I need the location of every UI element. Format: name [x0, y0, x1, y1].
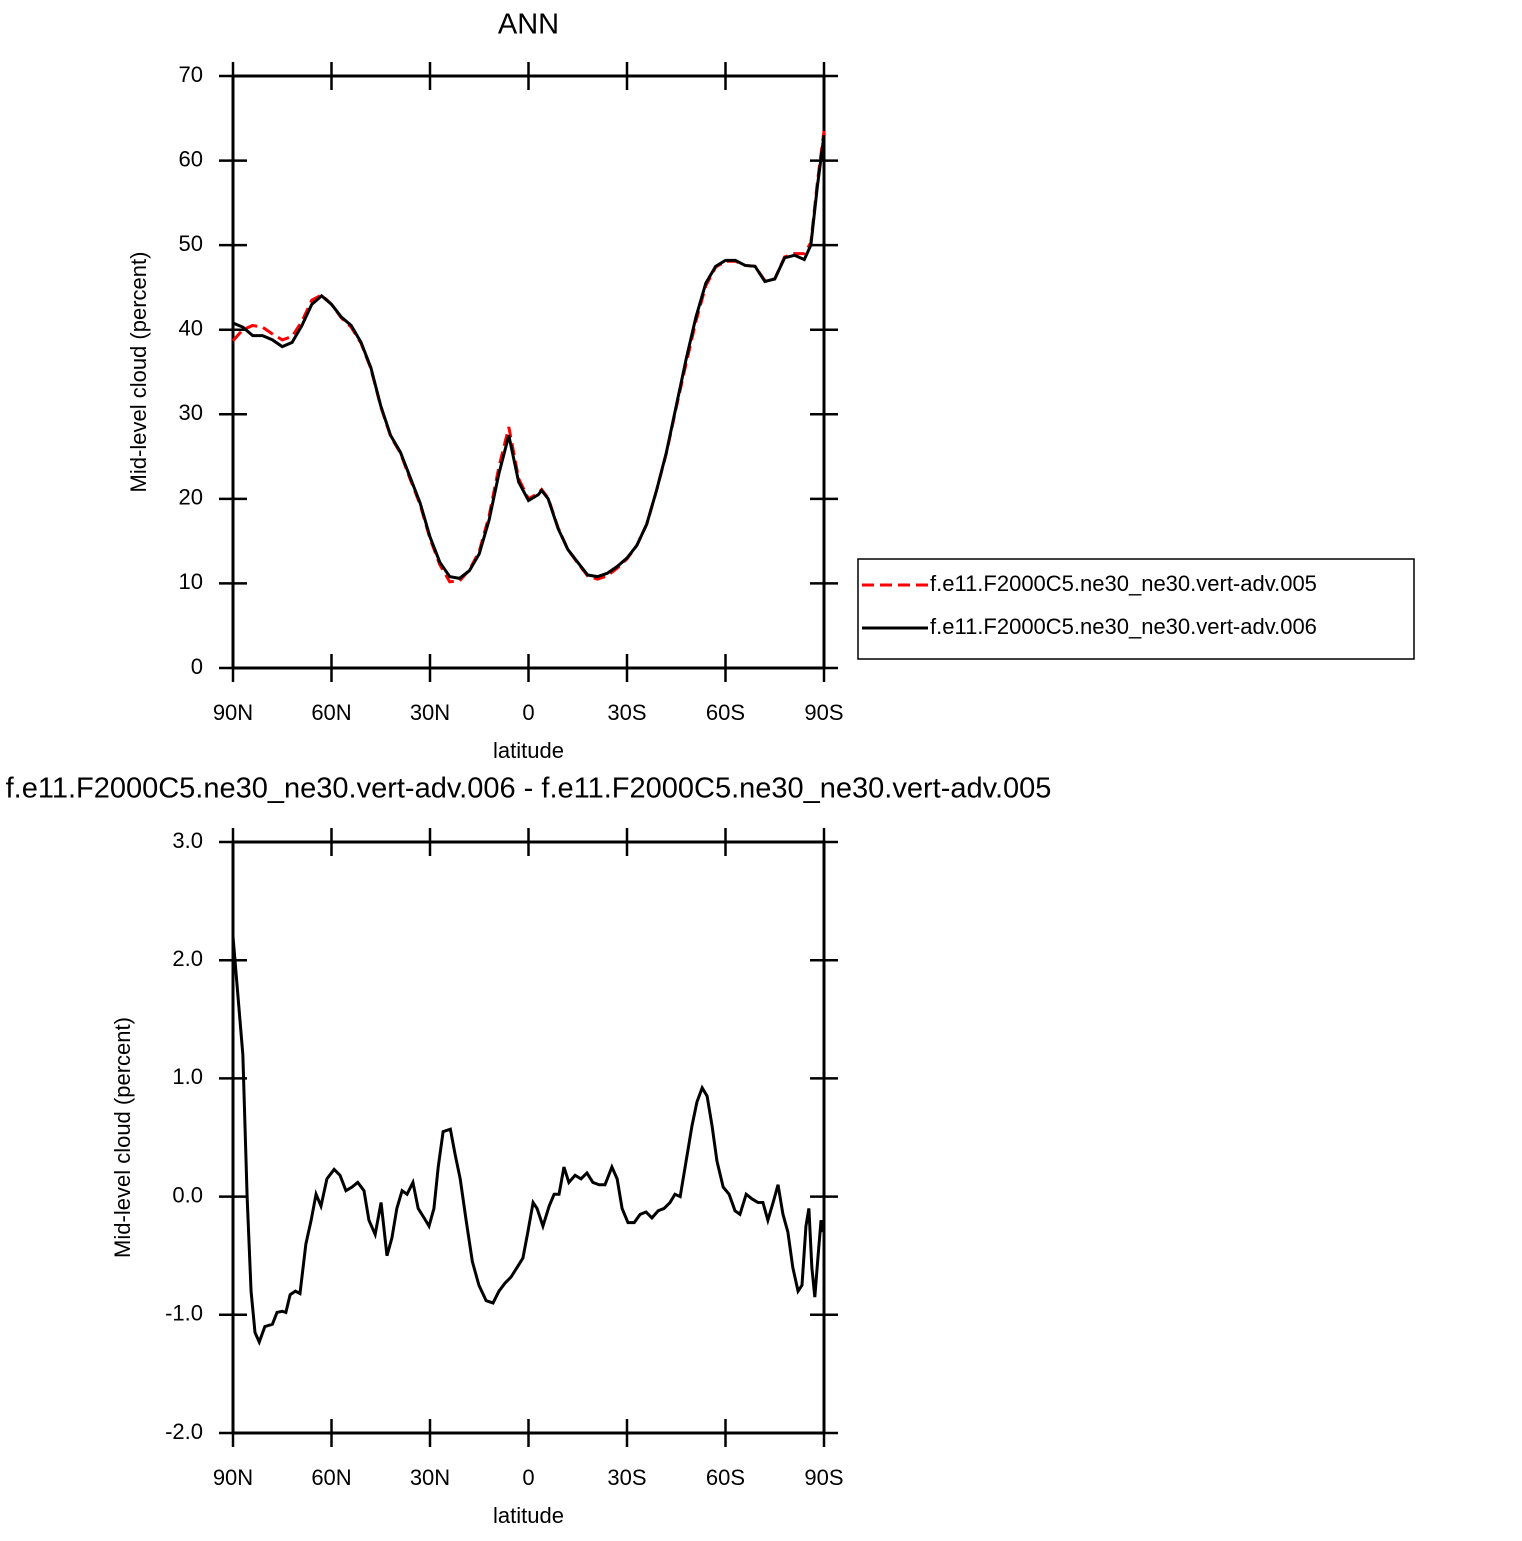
y-tick-label: 40: [179, 316, 203, 341]
x-axis-label: latitude: [493, 1503, 564, 1528]
x-tick-label: 30S: [607, 700, 646, 725]
y-tick-label: 0.0: [172, 1182, 203, 1207]
x-tick-label: 60N: [311, 700, 351, 725]
chart-title: ANN: [498, 9, 559, 41]
y-tick-label: 70: [179, 62, 203, 87]
plot-frame: [231, 840, 826, 1435]
y-tick-label: 0: [191, 654, 203, 679]
x-tick-label: 90S: [804, 700, 843, 725]
x-tick-label: 30N: [410, 700, 450, 725]
y-tick-label: 2.0: [172, 946, 203, 971]
x-tick-label: 60S: [706, 700, 745, 725]
x-tick-label: 30S: [607, 1465, 646, 1490]
data-line: [231, 936, 825, 1346]
x-tick-label: 60N: [311, 1465, 351, 1490]
y-tick-label: 60: [179, 146, 203, 171]
x-tick-label: 90N: [213, 700, 253, 725]
y-tick-label: -2.0: [165, 1419, 203, 1444]
legend-label: f.e11.F2000C5.ne30_ne30.vert-adv.005: [930, 571, 1317, 596]
y-tick-label: -1.0: [165, 1301, 203, 1326]
x-tick-label: 90S: [804, 1465, 843, 1490]
x-tick-label: 0: [522, 700, 534, 725]
x-tick-label: 30N: [410, 1465, 450, 1490]
y-tick-label: 3.0: [172, 828, 203, 853]
data-line: [231, 130, 826, 584]
x-tick-label: 0: [522, 1465, 534, 1490]
y-tick-label: 50: [179, 231, 203, 256]
x-tick-label: 90N: [213, 1465, 253, 1490]
legend-box: [857, 558, 1415, 660]
x-tick-label: 60S: [706, 1465, 745, 1490]
data-line: [232, 135, 826, 580]
y-tick-label: 20: [179, 485, 203, 510]
legend-label: f.e11.F2000C5.ne30_ne30.vert-adv.006: [930, 614, 1317, 639]
y-tick-label: 1.0: [172, 1064, 203, 1089]
chart-title: f.e11.F2000C5.ne30_ne30.vert-adv.006 - f…: [6, 773, 1052, 805]
plot-frame: [231, 74, 826, 670]
y-tick-label: 10: [179, 569, 203, 594]
y-axis-label: Mid-level cloud (percent): [110, 1017, 135, 1258]
y-tick-label: 30: [179, 400, 203, 425]
y-axis-label: Mid-level cloud (percent): [126, 252, 151, 493]
x-axis-label: latitude: [493, 738, 564, 763]
